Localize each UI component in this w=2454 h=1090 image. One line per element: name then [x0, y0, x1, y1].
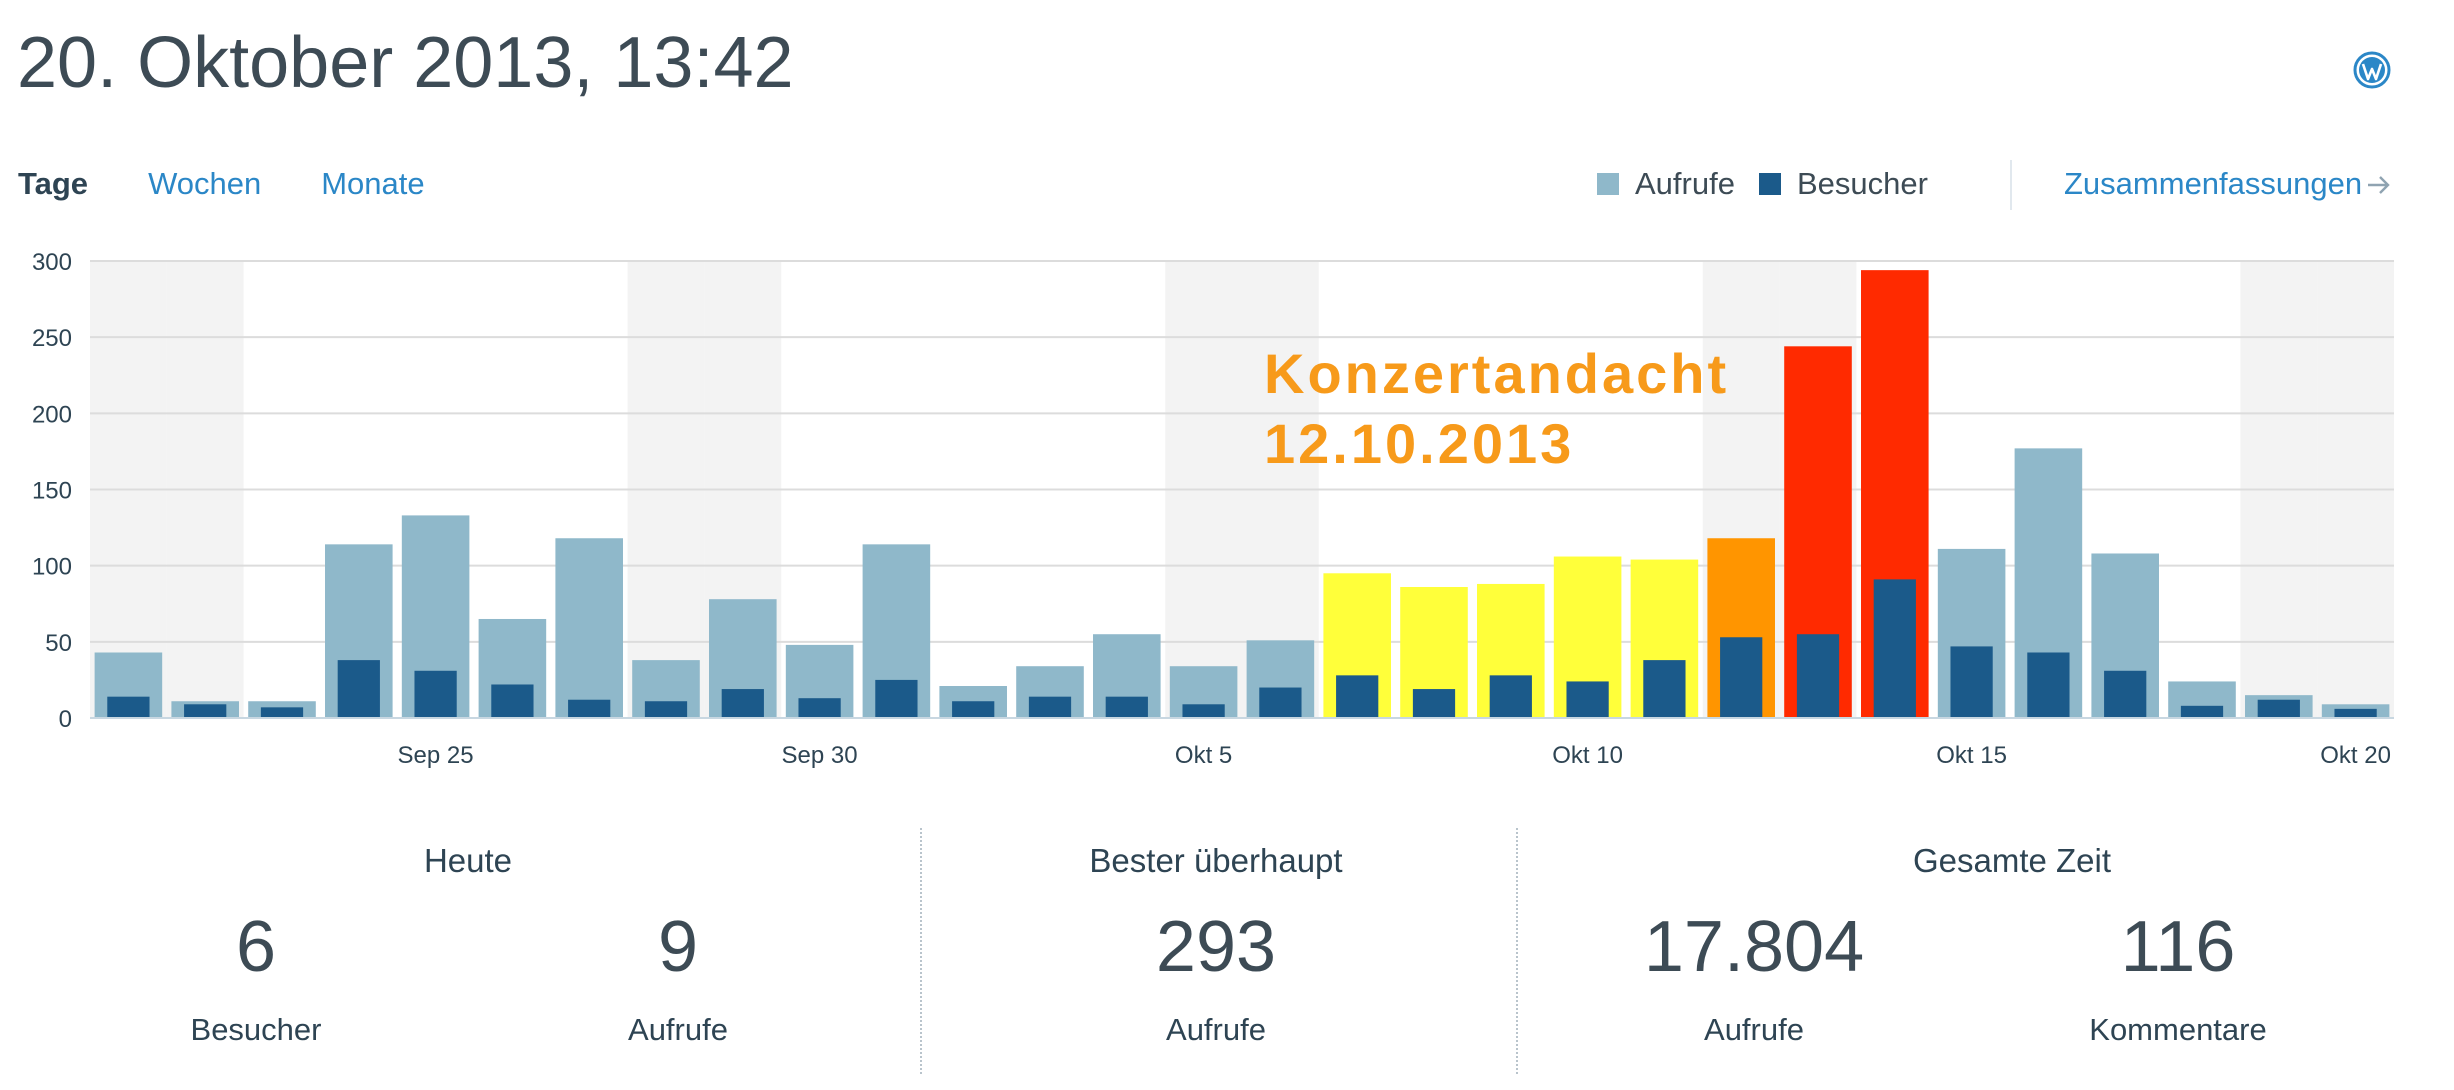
- wordpress-logo-icon[interactable]: [2352, 50, 2392, 90]
- y-tick-label: 200: [32, 401, 72, 428]
- annotation-title: Konzertandacht: [1264, 342, 1729, 405]
- stat-heading-today: Heute: [423, 842, 513, 879]
- bar-visitors: [1643, 660, 1686, 718]
- bar-visitors: [1028, 696, 1072, 718]
- stat-label-all-time-comments: Kommentare: [2089, 1012, 2267, 1047]
- bar-visitors: [875, 679, 918, 718]
- bar-visitors: [1336, 675, 1379, 718]
- legend-item-visitors: Besucher: [1758, 166, 1928, 202]
- arrow-right-icon: [2368, 176, 2390, 194]
- y-tick-label: 300: [32, 249, 72, 276]
- legend-item-views: Aufrufe: [1597, 166, 1735, 202]
- x-tick-label: Okt 15: [1936, 742, 2007, 769]
- bar-visitors: [644, 701, 688, 718]
- stats-bar-chart: 0 50 100 150 200 250 300 Sep 25 Sep 30 Okt 5 Okt 1…: [32, 249, 2394, 769]
- stat-value-today-views: 9: [657, 907, 699, 987]
- bar-visitors: [721, 689, 764, 718]
- bar-visitors: [1105, 696, 1148, 718]
- page-title: 20. Oktober 2013, 13:42: [17, 23, 794, 103]
- summaries-link[interactable]: Zusammenfassungen: [2064, 166, 2392, 202]
- bar-visitors: [107, 696, 150, 718]
- summaries-link-label: Zusammenfassungen: [2064, 166, 2363, 201]
- bar-visitors: [1259, 687, 1302, 718]
- bar-visitors: [337, 660, 380, 718]
- legend-label-visitors: Besucher: [1796, 166, 1928, 201]
- tab-weeks[interactable]: Wochen: [148, 166, 262, 201]
- bar-visitors: [1566, 681, 1609, 718]
- bar-visitors: [1950, 646, 1993, 718]
- bar-visitors: [184, 704, 227, 718]
- bar-visitors: [952, 701, 995, 718]
- bar-visitors: [2257, 699, 2300, 718]
- y-tick-label: 50: [45, 630, 72, 657]
- stat-label-best: Aufrufe: [1166, 1012, 1266, 1047]
- chart-legend: Aufrufe Besucher: [1597, 166, 1952, 202]
- legend-swatch-visitors: [1758, 173, 1781, 195]
- stat-value-today-visitors: 6: [235, 907, 277, 987]
- annotation-date: 12.10.2013: [1264, 412, 1574, 475]
- stat-label-today-visitors: Besucher: [190, 1012, 322, 1047]
- bar-visitors: [2180, 705, 2224, 718]
- x-tick-label: Okt 10: [1552, 742, 1623, 769]
- bar-visitors: [798, 698, 841, 718]
- tab-days[interactable]: Tage: [18, 166, 89, 201]
- stat-value-all-time-comments: 116: [2120, 907, 2236, 987]
- bar-visitors: [1796, 634, 1840, 718]
- bar-visitors: [1873, 579, 1916, 718]
- bar-visitors: [1720, 637, 1763, 718]
- x-tick-label: Sep 25: [398, 742, 474, 769]
- x-tick-label: Okt 5: [1175, 742, 1232, 769]
- y-tick-label: 100: [32, 554, 72, 581]
- stat-label-today-views: Aufrufe: [628, 1012, 728, 1047]
- bar-visitors: [2334, 708, 2377, 718]
- y-tick-label: 0: [59, 706, 72, 733]
- tab-months[interactable]: Monate: [321, 166, 425, 201]
- stat-value-all-time-views: 17.804: [1643, 907, 1865, 987]
- bar-visitors: [1412, 689, 1456, 718]
- bar-visitors: [260, 707, 304, 718]
- period-tabs: Tage Wochen Monate: [18, 166, 425, 202]
- stat-value-best: 293: [1155, 907, 1277, 987]
- bar-views: [555, 538, 623, 718]
- stat-heading-best: Bester überhaupt: [1089, 842, 1343, 879]
- y-tick-label: 150: [32, 478, 72, 505]
- stat-heading-all-time: Gesamte Zeit: [1912, 842, 2112, 879]
- stats-divider-2: [1516, 828, 1518, 1074]
- y-tick-label: 250: [32, 325, 72, 352]
- bar-visitors: [1182, 704, 1225, 718]
- stat-label-all-time-views: Aufrufe: [1704, 1012, 1804, 1047]
- legend-label-views: Aufrufe: [1635, 166, 1735, 201]
- legend-swatch-views: [1597, 173, 1619, 195]
- x-tick-label: Sep 30: [782, 742, 858, 769]
- bar-visitors: [568, 699, 611, 718]
- legend-divider: [2010, 160, 2012, 210]
- bar-visitors: [414, 670, 457, 718]
- bar-visitors: [491, 684, 534, 718]
- bar-visitors: [2104, 670, 2147, 718]
- bar-visitors: [2027, 652, 2070, 718]
- x-tick-label: Okt 20: [2320, 742, 2391, 769]
- stats-divider-1: [920, 828, 922, 1074]
- bar-visitors: [1489, 675, 1532, 718]
